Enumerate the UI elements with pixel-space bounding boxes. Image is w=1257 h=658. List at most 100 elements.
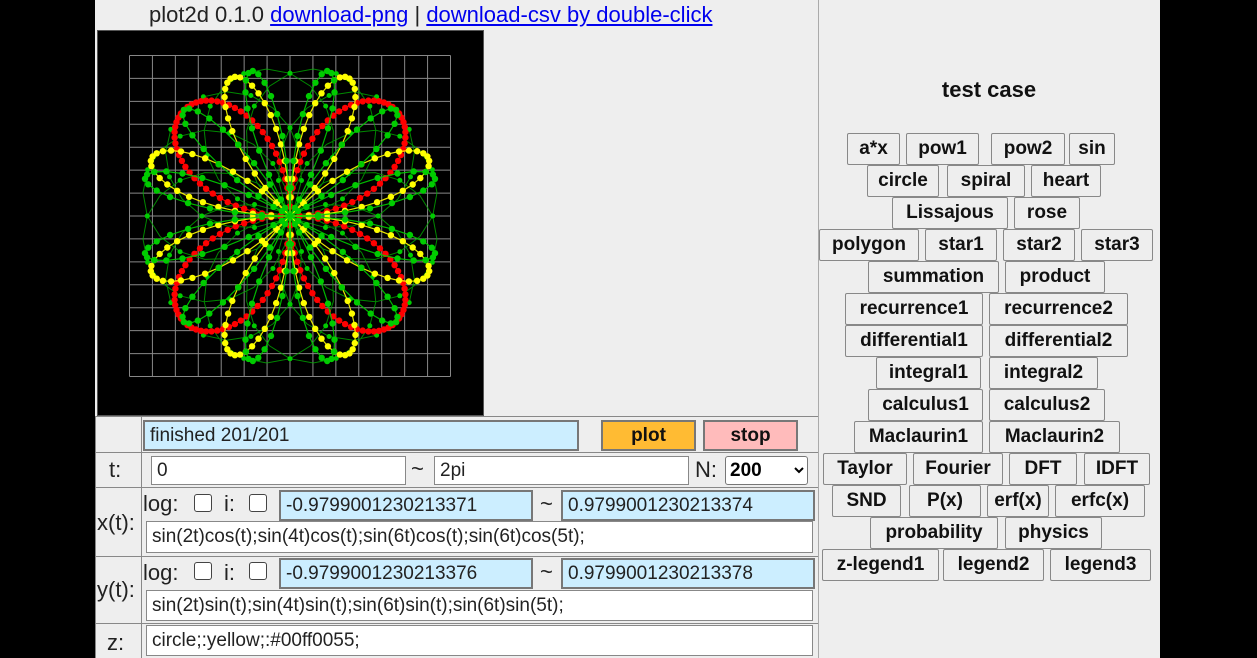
test-case-button-integral1[interactable]: integral1: [876, 357, 981, 389]
y-log-checkbox[interactable]: [194, 562, 212, 580]
test-case-button-star1[interactable]: star1: [925, 229, 997, 261]
plot-point: [358, 221, 365, 229]
test-case-button-idft[interactable]: IDFT: [1084, 453, 1150, 485]
test-case-button-a-x[interactable]: a*x: [847, 133, 900, 165]
test-case-button-polygon[interactable]: polygon: [819, 229, 919, 261]
x-log-checkbox[interactable]: [194, 494, 212, 512]
plot-point: [367, 115, 374, 122]
test-case-button-physics[interactable]: physics: [1005, 517, 1102, 549]
plot-point: [405, 147, 413, 154]
y-expression-input[interactable]: sin(2t)sin(t);sin(4t)sin(t);sin(6t)sin(t…: [146, 590, 813, 621]
stop-button[interactable]: stop: [703, 420, 798, 451]
plot-canvas[interactable]: [97, 30, 484, 416]
form-divider: [141, 416, 142, 658]
plot-point: [199, 213, 205, 219]
row-divider: [95, 452, 818, 453]
test-case-button-probability[interactable]: probability: [870, 517, 998, 549]
plot-point: [179, 170, 186, 177]
x-min-input[interactable]: -0.9799001230213371: [279, 490, 533, 521]
plot-point: [324, 125, 332, 132]
plot-point: [299, 314, 307, 322]
plot-point: [328, 355, 335, 363]
test-case-button-pow2[interactable]: pow2: [991, 133, 1065, 165]
plot-point: [252, 202, 257, 207]
test-case-button-lissajous[interactable]: Lissajous: [892, 197, 1008, 229]
plot-point: [366, 205, 374, 212]
test-case-button-differential1[interactable]: differential1: [845, 325, 983, 357]
plot-point: [318, 71, 325, 78]
test-case-button-legend3[interactable]: legend3: [1050, 549, 1151, 581]
n-select[interactable]: 200: [725, 456, 808, 485]
plot-point: [341, 73, 349, 80]
plot-point: [329, 177, 336, 184]
test-case-button-fourier[interactable]: Fourier: [913, 453, 1003, 485]
plot-point: [242, 348, 250, 355]
x-i-checkbox[interactable]: [249, 494, 267, 512]
test-case-button-p-x[interactable]: P(x): [909, 485, 981, 517]
plot-point: [279, 167, 286, 174]
plot-point: [428, 181, 435, 188]
plot-point: [401, 123, 408, 131]
y-i-checkbox[interactable]: [249, 562, 267, 580]
plot-point: [394, 255, 401, 262]
plot-point: [402, 291, 409, 298]
test-case-button-summation[interactable]: summation: [868, 261, 999, 293]
test-case-button-dft[interactable]: DFT: [1009, 453, 1077, 485]
test-case-button-heart[interactable]: heart: [1031, 165, 1101, 197]
plot-point: [148, 262, 155, 270]
test-case-button-rose[interactable]: rose: [1014, 197, 1080, 229]
plot-point: [277, 284, 285, 291]
y-min-input[interactable]: -0.9799001230213376: [279, 558, 533, 589]
test-case-button-legend2[interactable]: legend2: [943, 549, 1044, 581]
x-max-input[interactable]: 0.9799001230213374: [561, 490, 815, 521]
t-max-input[interactable]: 2pi: [434, 456, 689, 485]
plot-point: [299, 178, 304, 183]
plot-point: [402, 128, 409, 136]
plot-point: [370, 185, 378, 192]
test-case-button-recurrence1[interactable]: recurrence1: [845, 293, 983, 325]
plot-point: [189, 150, 196, 158]
plot-point: [297, 267, 304, 274]
plot-point: [306, 111, 313, 119]
plot-point: [339, 176, 346, 184]
test-case-button-spiral[interactable]: spiral: [947, 165, 1025, 197]
test-case-button-product[interactable]: product: [1005, 261, 1105, 293]
plot-point: [224, 226, 231, 234]
test-case-button-star2[interactable]: star2: [1003, 229, 1075, 261]
test-case-button-maclaurin2[interactable]: Maclaurin2: [989, 421, 1120, 453]
download-csv-link[interactable]: download-csv by double-click: [426, 2, 713, 27]
test-case-button-circle[interactable]: circle: [867, 165, 939, 197]
test-case-button-snd[interactable]: SND: [832, 485, 901, 517]
plot-point: [248, 93, 254, 98]
plot-point: [318, 90, 325, 97]
test-case-button-taylor[interactable]: Taylor: [823, 453, 907, 485]
plot-point: [300, 275, 308, 282]
test-case-button-maclaurin1[interactable]: Maclaurin1: [854, 421, 983, 453]
plot-point: [344, 127, 351, 135]
plot-point: [231, 352, 239, 359]
x-log-label: log:: [143, 491, 179, 516]
test-case-button-sin[interactable]: sin: [1069, 133, 1115, 165]
test-case-button-calculus1[interactable]: calculus1: [868, 389, 983, 421]
plot-point: [318, 354, 325, 361]
test-case-button-integral2[interactable]: integral2: [989, 357, 1098, 389]
plot-point: [299, 110, 307, 118]
plot-point: [300, 150, 308, 157]
test-case-button-calculus2[interactable]: calculus2: [989, 389, 1105, 421]
test-case-button-z-legend1[interactable]: z-legend1: [822, 549, 939, 581]
t-min-input[interactable]: 0: [151, 456, 406, 485]
test-case-button-recurrence2[interactable]: recurrence2: [989, 293, 1128, 325]
test-case-button-erf-x[interactable]: erf(x): [987, 485, 1049, 517]
plot-button[interactable]: plot: [601, 420, 696, 451]
plot-point: [286, 212, 294, 220]
plot-point: [167, 174, 172, 180]
test-case-button-erfc-x[interactable]: erfc(x): [1055, 485, 1145, 517]
plot-point: [394, 170, 401, 177]
y-max-input[interactable]: 0.9799001230213378: [561, 558, 815, 589]
z-expression-input[interactable]: circle;:yellow;:#00ff0055;: [146, 625, 813, 656]
download-png-link[interactable]: download-png: [270, 2, 409, 27]
test-case-button-star3[interactable]: star3: [1081, 229, 1153, 261]
test-case-button-differential2[interactable]: differential2: [989, 325, 1128, 357]
test-case-button-pow1[interactable]: pow1: [906, 133, 979, 165]
x-expression-input[interactable]: sin(2t)cos(t);sin(4t)cos(t);sin(6t)cos(t…: [146, 521, 813, 553]
